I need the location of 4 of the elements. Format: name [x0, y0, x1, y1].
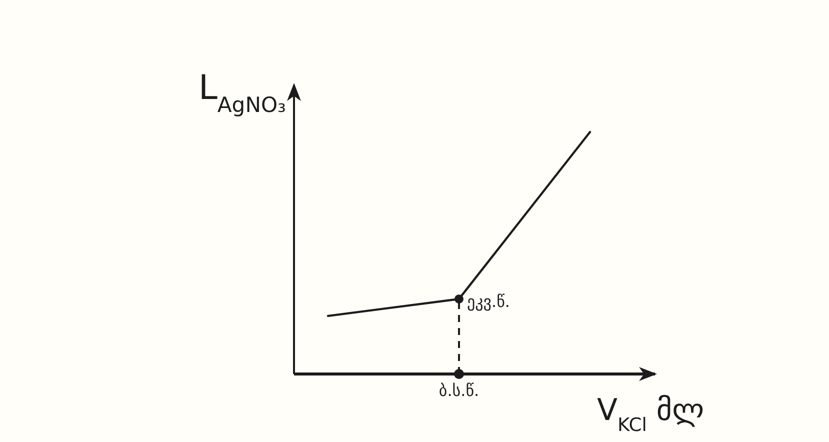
x-axis-title: V$_{KCl}$ მლ — [597, 393, 704, 436]
y-axis-title: L$_{AgNO₃}$ — [198, 68, 286, 116]
annotation: ეკვ.წ. — [467, 292, 510, 311]
text: ბ.ს.წ. — [438, 381, 480, 400]
